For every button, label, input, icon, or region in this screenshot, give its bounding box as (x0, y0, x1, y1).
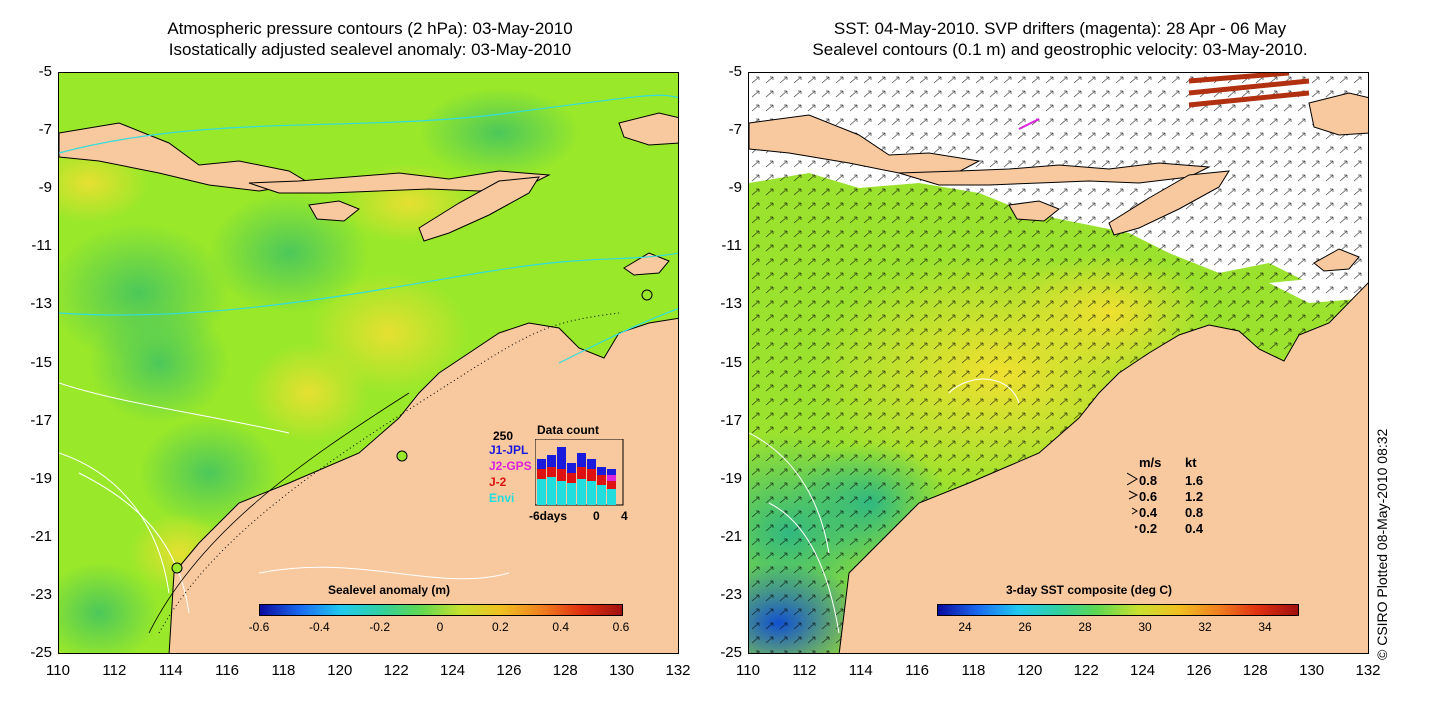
left-y-tick-label: -9 (38, 179, 52, 197)
colorbar-tick-label: 0.4 (552, 620, 569, 634)
right-x-tick-label: 128 (1242, 662, 1268, 679)
right-x-tick-label: 130 (1299, 662, 1325, 679)
velocity-legend: m/s kt 0.8 1.6 0.6 1.2 0.4 0.8 0.2 0.4 (1127, 455, 1237, 545)
data-count-bars (535, 439, 624, 506)
velocity-legend-row3-ms: 0.4 (1139, 505, 1158, 520)
data-count-title: Data count (537, 423, 600, 437)
data-count-series-j2: J-2 (489, 475, 507, 489)
colorbar-tick-label: 34 (1258, 620, 1272, 634)
data-count-series-envi: Envi (489, 491, 515, 505)
data-count-ymax: 250 (493, 429, 514, 443)
right-y-tick-label: -19 (720, 469, 742, 487)
right-x-tick-label: 126 (1186, 662, 1212, 679)
data-count-x-zero: 0 (593, 509, 600, 523)
left-title: Atmospheric pressure contours (2 hPa): 0… (30, 18, 710, 60)
data-count-inset: 250 Data count J1-JPL J2-GPS J-2 Envi -6… (489, 421, 639, 531)
left-title-line1: Atmospheric pressure contours (2 hPa): 0… (167, 19, 573, 38)
right-x-tick-label: 124 (1130, 662, 1156, 679)
velocity-legend-header-kt: kt (1185, 455, 1197, 470)
left-y-tick-label: -7 (38, 121, 52, 139)
right-y-tick-label: -21 (720, 527, 742, 545)
right-y-tick-label: -7 (728, 121, 742, 139)
left-y-tick-label: -23 (30, 585, 52, 603)
right-x-tick-label: 120 (1017, 662, 1043, 679)
colorbar-tick-label: 0 (436, 620, 444, 634)
left-y-tick-label: -19 (30, 469, 52, 487)
right-x-tick-label: 112 (792, 662, 817, 679)
right-y-tick-label: -13 (720, 295, 742, 313)
left-x-tick-label: 126 (496, 662, 522, 679)
right-x-tick-label: 114 (848, 662, 873, 679)
left-x-tick-label: 110 (46, 662, 70, 679)
colorbar-tick-label: 26 (1018, 620, 1032, 634)
colorbar-tick-label: 28 (1078, 620, 1092, 634)
sst-map-graphic (749, 73, 1368, 653)
right-x-tick-label: 116 (905, 662, 930, 679)
left-x-tick-label: 118 (271, 662, 296, 679)
right-y-tick-label: -11 (721, 237, 742, 255)
data-count-x-end: 4 (621, 509, 628, 523)
sealevel-anomaly-map-graphic (59, 73, 678, 653)
sealevel-anomaly-map: 250 Data count J1-JPL J2-GPS J-2 Envi -6… (58, 72, 679, 654)
colorbar-tick-label: -0.6 (248, 620, 270, 634)
right-y-tick-label: -23 (720, 585, 742, 603)
right-y-tick-label: -15 (720, 353, 742, 371)
left-y-tick-label: -17 (30, 411, 52, 429)
left-x-tick-label: 122 (383, 662, 409, 679)
left-x-tick-label: 120 (327, 662, 353, 679)
colorbar-tick-label: 24 (958, 620, 972, 634)
colorbar-tick-label: 0.6 (612, 620, 630, 634)
right-y-tick-label: -17 (720, 411, 742, 429)
velocity-legend-header-ms: m/s (1139, 455, 1162, 470)
left-x-tick-label: 114 (158, 662, 183, 679)
left-y-tick-label: -5 (38, 63, 52, 80)
colorbar-tick-label: 0.2 (491, 620, 509, 634)
left-title-line2: Isostatically adjusted sealevel anomaly:… (168, 40, 572, 59)
colorbar-tick-label: 30 (1138, 620, 1152, 634)
left-x-tick-label: 130 (609, 662, 635, 679)
sst-map: m/s kt 0.8 1.6 0.6 1.2 0.4 0.8 0.2 0.4 3… (748, 72, 1369, 654)
right-title-line2: Sealevel contours (0.1 m) and geostrophi… (812, 40, 1308, 59)
right-colorbar (937, 604, 1299, 616)
left-x-tick-label: 116 (215, 662, 240, 679)
left-colorbar-label: Sealevel anomaly (m) (327, 583, 451, 597)
colorbar-tick-label: -0.2 (369, 620, 390, 634)
right-x-tick-label: 110 (736, 662, 760, 679)
colorbar-tick-label: -0.4 (308, 620, 330, 634)
velocity-legend-row2-ms: 0.6 (1139, 489, 1158, 504)
right-x-tick-label: 122 (1073, 662, 1099, 679)
left-x-tick-label: 124 (440, 662, 466, 679)
velocity-legend-arrows (1127, 472, 1139, 529)
data-count-x-start: -6days (529, 509, 568, 523)
right-y-tick-label: -25 (720, 644, 742, 661)
left-x-tick-label: 112 (102, 662, 127, 679)
velocity-legend-row4-kt: 0.4 (1185, 521, 1204, 536)
colorbar-tick-label: 32 (1198, 620, 1212, 634)
velocity-legend-row2-kt: 1.2 (1185, 489, 1204, 504)
left-y-tick-label: -15 (30, 353, 52, 371)
data-count-series-j1: J1-JPL (489, 443, 529, 457)
left-y-tick-label: -13 (30, 295, 52, 313)
velocity-legend-row3-kt: 0.8 (1185, 505, 1204, 520)
velocity-legend-row4-ms: 0.2 (1139, 521, 1158, 536)
velocity-legend-row1-ms: 0.8 (1139, 473, 1158, 488)
left-x-tick-label: 128 (552, 662, 578, 679)
right-x-tick-label: 118 (961, 662, 986, 679)
left-x-tick-label: 132 (665, 662, 691, 679)
velocity-legend-row1-kt: 1.6 (1185, 473, 1204, 488)
right-title: SST: 04-May-2010. SVP drifters (magenta)… (720, 18, 1400, 60)
data-count-series-j2gps: J2-GPS (489, 459, 532, 473)
left-colorbar (259, 604, 623, 616)
right-y-tick-label: -9 (728, 179, 742, 197)
right-title-line1: SST: 04-May-2010. SVP drifters (magenta)… (833, 19, 1287, 38)
data-count-bar-group (537, 447, 616, 505)
csiro-credit: © CSIRO Plotted 08-May-2010 08:32 (1374, 428, 1390, 660)
right-y-tick-label: -5 (728, 63, 742, 80)
left-y-tick-label: -25 (30, 644, 52, 661)
right-x-tick-label: 132 (1355, 662, 1381, 679)
left-y-tick-label: -21 (30, 527, 52, 545)
right-colorbar-label: 3-day SST composite (deg C) (1005, 583, 1173, 597)
left-y-tick-label: -11 (31, 237, 52, 255)
